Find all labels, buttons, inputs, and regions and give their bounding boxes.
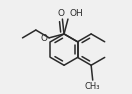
Text: O: O — [41, 34, 48, 43]
Text: O: O — [58, 9, 65, 18]
Text: OH: OH — [70, 9, 84, 18]
Text: CH₃: CH₃ — [85, 82, 100, 91]
